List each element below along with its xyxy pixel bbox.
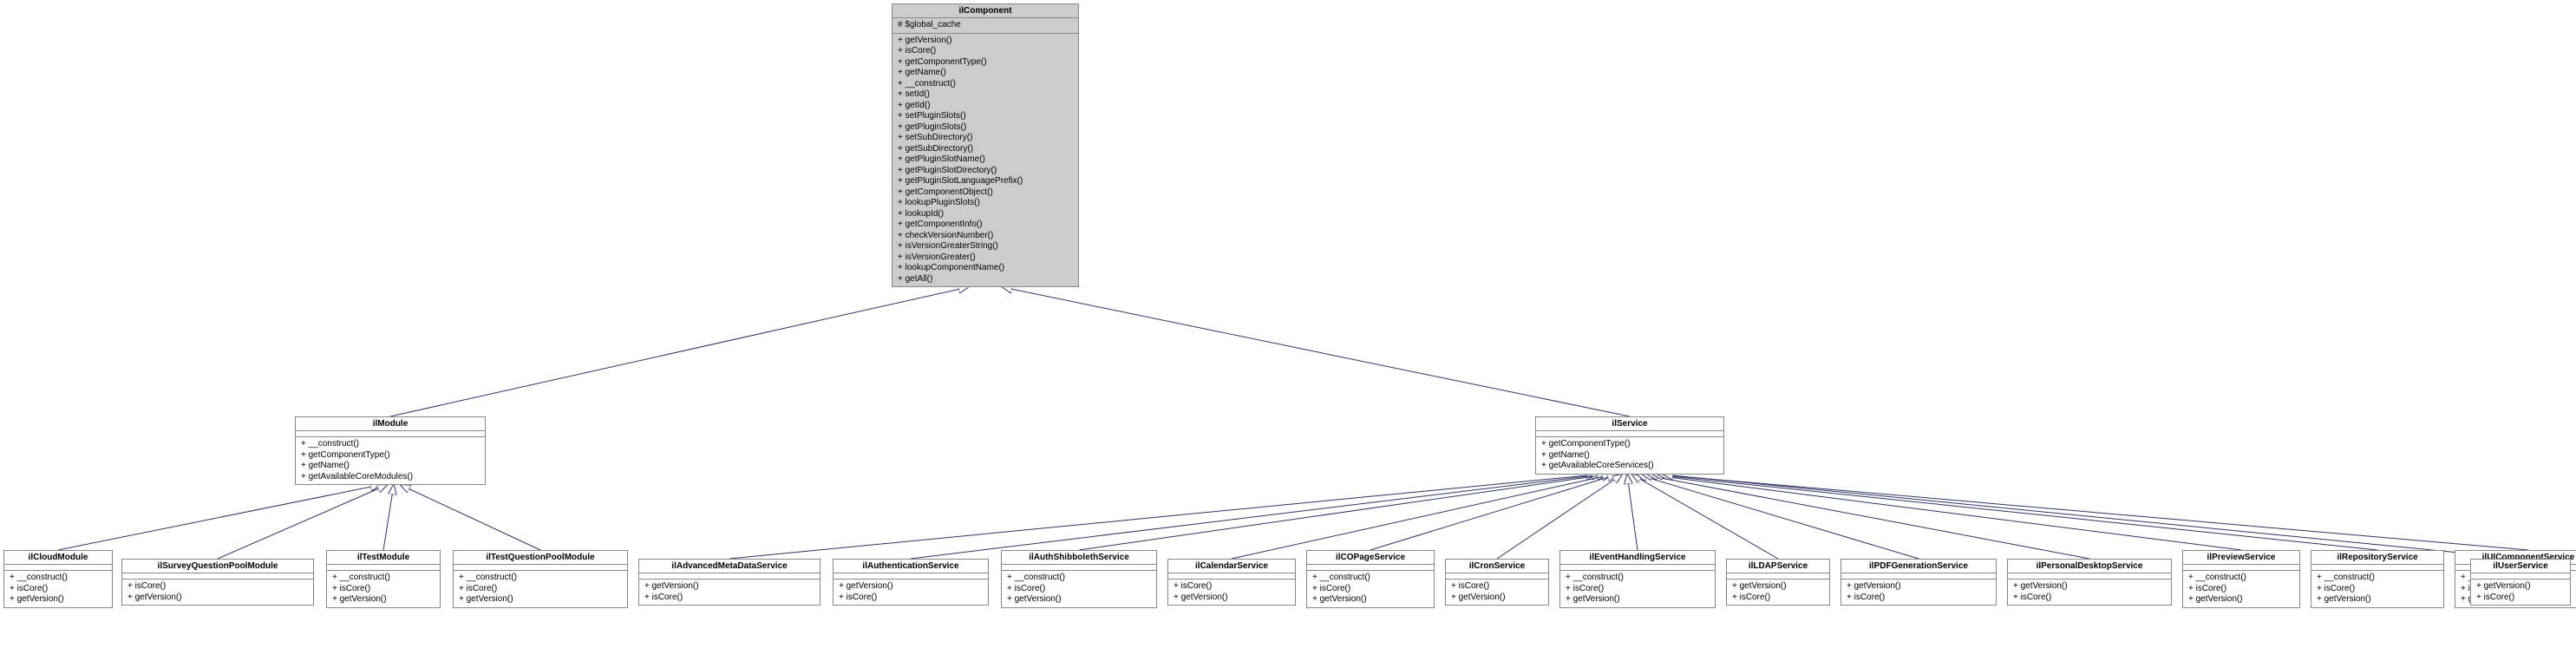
class-title: ilAdvancedMetaDataService [639,560,820,573]
class-ilPersonalDesktopService: ilPersonalDesktopService + getVersion()+ … [2007,559,2172,606]
class-title: ilService [1536,417,1723,431]
class-title: ilCronService [1446,560,1548,573]
class-attrs-empty [1560,565,1715,571]
class-title: ilEventHandlingService [1560,551,1715,565]
class-ilSurveyQuestionPoolModule: ilSurveyQuestionPoolModule + isCore()+ ge… [121,559,314,606]
class-attrs-empty [1536,431,1723,437]
class-title: ilPDFGenerationService [1841,560,1996,573]
class-title: ilAuthenticationService [834,560,988,573]
class-ilEventHandlingService: ilEventHandlingService + __construct()+ i… [1559,550,1716,608]
class-attrs-empty [1002,565,1156,571]
class-methods: + isCore()+ getVersion() [122,580,313,605]
class-methods: + getVersion()+ isCore()+ getComponentTy… [892,34,1078,287]
class-methods: + __construct()+ isCore()+ getVersion() [2311,571,2443,607]
class-ilCalendarService: ilCalendarService + isCore()+ getVersion(… [1167,559,1296,606]
class-methods: + __construct()+ isCore()+ getVersion() [1002,571,1156,607]
class-title: ilCOPageService [1307,551,1434,565]
class-methods: + __construct()+ isCore()+ getVersion() [2183,571,2299,607]
class-attrs-empty [2008,573,2171,580]
class-methods: + isCore()+ getVersion() [1168,580,1295,605]
class-ilPDFGenerationService: ilPDFGenerationService + getVersion()+ is… [1840,559,1997,606]
class-ilAuthShibbolethService: ilAuthShibbolethService + __construct()+ … [1001,550,1157,608]
class-ilAuthenticationService: ilAuthenticationService + getVersion()+ i… [833,559,989,606]
class-title: ilTestQuestionPoolModule [454,551,627,565]
class-methods: + __construct()+ isCore()+ getVersion() [4,571,112,607]
class-attrs-empty [2183,565,2299,571]
class-methods: + getVersion()+ isCore() [1841,580,1996,605]
class-attrs-empty [296,431,485,437]
class-title: ilCloudModule [4,551,112,565]
class-attrs-empty [834,573,988,580]
class-methods: + getVersion()+ isCore() [1727,580,1829,605]
class-ilComponent: ilComponent# $global_cache+ getVersion()… [892,3,1079,287]
class-methods: + getVersion()+ isCore() [639,580,820,605]
class-attrs-empty [1446,573,1548,580]
class-ilModule: ilModule + __construct()+ getComponentTyp… [295,416,486,485]
class-methods: + __construct()+ isCore()+ getVersion() [1307,571,1434,607]
class-attrs-empty [1727,573,1829,580]
class-ilTestModule: ilTestModule + __construct()+ isCore()+ g… [326,550,441,608]
class-ilTestQuestionPoolModule: ilTestQuestionPoolModule + __construct()+… [453,550,628,608]
class-attrs-empty [2311,565,2443,571]
class-ilCOPageService: ilCOPageService + __construct()+ isCore()… [1306,550,1435,608]
class-attrs-empty [454,565,627,571]
class-attrs-empty [327,565,440,571]
class-attrs-empty [1841,573,1996,580]
class-ilUserService: ilUserService + getVersion()+ isCore() [2470,559,2571,606]
class-methods: + __construct()+ isCore()+ getVersion() [327,571,440,607]
class-methods: + getVersion()+ isCore() [2471,580,2570,605]
class-title: ilSurveyQuestionPoolModule [122,560,313,573]
class-methods: + getVersion()+ isCore() [2008,580,2171,605]
class-ilRepositoryService: ilRepositoryService + __construct()+ isCo… [2311,550,2444,608]
class-title: ilTestModule [327,551,440,565]
class-ilService: ilService + getComponentType()+ getName()… [1535,416,1724,475]
class-attrs-empty [2471,573,2570,580]
class-attrs-empty [1307,565,1434,571]
class-methods: + __construct()+ getComponentType()+ get… [296,437,485,484]
class-attrs: # $global_cache [892,18,1078,34]
class-ilAdvancedMetaDataService: ilAdvancedMetaDataService + getVersion()+… [638,559,821,606]
class-attrs-empty [122,573,313,580]
class-title: ilPreviewService [2183,551,2299,565]
class-title: ilModule [296,417,485,431]
class-attrs-empty [4,565,112,571]
class-title: ilCalendarService [1168,560,1295,573]
class-methods: + __construct()+ isCore()+ getVersion() [454,571,627,607]
class-ilLDAPService: ilLDAPService + getVersion()+ isCore() [1726,559,1830,606]
class-title: ilRepositoryService [2311,551,2443,565]
class-attrs-empty [639,573,820,580]
class-ilCronService: ilCronService + isCore()+ getVersion() [1445,559,1549,606]
class-methods: + __construct()+ isCore()+ getVersion() [1560,571,1715,607]
class-title: ilPersonalDesktopService [2008,560,2171,573]
class-title: ilAuthShibbolethService [1002,551,1156,565]
class-ilPreviewService: ilPreviewService + __construct()+ isCore(… [2182,550,2300,608]
class-methods: + isCore()+ getVersion() [1446,580,1548,605]
class-ilCloudModule: ilCloudModule + __construct()+ isCore()+ … [3,550,113,608]
class-title: ilComponent [892,4,1078,18]
class-title: ilUserService [2471,560,2570,573]
class-methods: + getVersion()+ isCore() [834,580,988,605]
class-attrs-empty [1168,573,1295,580]
edges-layer [0,0,2576,638]
class-title: ilLDAPService [1727,560,1829,573]
class-methods: + getComponentType()+ getName()+ getAvai… [1536,437,1723,474]
